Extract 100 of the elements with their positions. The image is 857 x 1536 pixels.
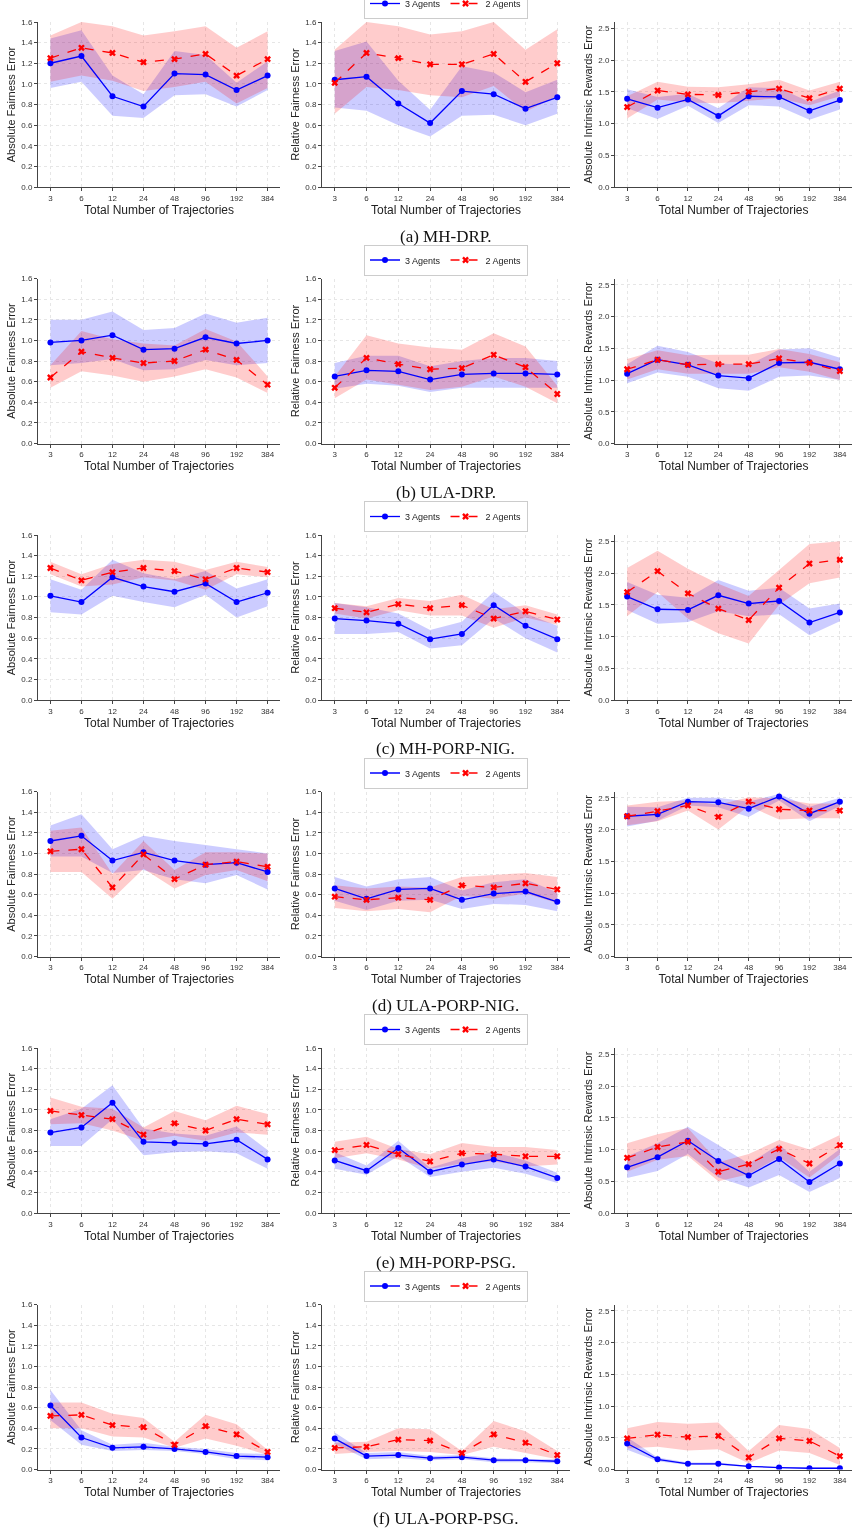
y-tick-label: 1.0 — [305, 592, 317, 602]
y-tick-label: 0.2 — [305, 675, 317, 685]
y-tick-label: 0.2 — [21, 1188, 33, 1198]
y-tick-label: 1.6 — [305, 1300, 317, 1310]
y-tick-label: 1.4 — [305, 1320, 317, 1330]
legend-label: 2 Agents — [485, 0, 522, 10]
y-tick-label: 1.5 — [598, 344, 610, 354]
x-tick-label: 12 — [683, 963, 693, 973]
x-tick-label: 96 — [774, 963, 785, 973]
y-tick-label: 0.2 — [21, 1444, 33, 1454]
x-tick-label: 3 — [624, 450, 630, 460]
x-axis-title: Total Number of Trajectories — [370, 1228, 522, 1243]
x-tick-label: 384 — [550, 963, 565, 973]
y-tick-label: 2.5 — [598, 537, 610, 547]
y-tick-label: 1.6 — [21, 787, 33, 797]
x-tick-label: 192 — [229, 1219, 244, 1229]
x-tick-label: 24 — [139, 706, 149, 716]
y-axis-title: Absolute Fairness Error — [4, 815, 17, 932]
y-tick-label: 0.8 — [21, 100, 33, 110]
x-tick-label: 192 — [229, 706, 244, 716]
x-tick-label: 24 — [425, 450, 436, 460]
x-tick-label: 3 — [624, 193, 630, 203]
legend-label: 2 Agents — [485, 1281, 522, 1292]
y-tick-label: 1.2 — [21, 1085, 33, 1095]
x-tick-label: 96 — [774, 1476, 785, 1486]
y-tick-label: 0.2 — [21, 418, 33, 428]
x-tick-label: 12 — [108, 706, 118, 716]
y-tick-label: 1.4 — [21, 551, 33, 561]
x-tick-label: 192 — [802, 963, 817, 973]
x-tick-label: 24 — [139, 193, 149, 203]
x-tick-label: 3 — [332, 706, 338, 716]
y-tick-label: 1.4 — [21, 1320, 33, 1330]
x-axis-title: Total Number of Trajectories — [83, 1485, 235, 1500]
y-tick-label: 0.0 — [305, 952, 317, 962]
x-tick-label: 6 — [79, 963, 85, 973]
y-tick-label: 0.8 — [305, 613, 317, 623]
y-tick-label: 1.0 — [598, 119, 610, 129]
x-tick-label: 48 — [170, 450, 180, 460]
x-tick-label: 96 — [201, 706, 211, 716]
x-tick-label: 48 — [744, 1219, 754, 1229]
x-axis-title: Total Number of Trajectories — [370, 715, 522, 730]
x-tick-label: 384 — [833, 706, 848, 716]
legend-label: 3 Agents — [405, 255, 441, 266]
x-tick-label: 48 — [457, 1476, 467, 1486]
y-tick-label: 0.2 — [21, 931, 33, 941]
x-tick-label: 384 — [833, 963, 848, 973]
x-tick-label: 96 — [489, 1476, 499, 1486]
x-tick-label: 384 — [260, 706, 275, 716]
y-tick-label: 0.5 — [598, 407, 610, 417]
x-tick-label: 3 — [332, 963, 338, 973]
y-tick-label: 0.8 — [21, 1382, 33, 1392]
x-axis-title: Total Number of Trajectories — [83, 202, 235, 217]
y-tick-label: 1.4 — [21, 807, 33, 817]
y-tick-label: 0.8 — [21, 869, 33, 879]
x-tick-label: 96 — [201, 450, 211, 460]
y-tick-label: 0.8 — [21, 1126, 33, 1136]
y-tick-label: 1.2 — [21, 572, 33, 582]
legend-label: 3 Agents — [405, 512, 441, 523]
x-tick-label: 192 — [802, 1219, 817, 1229]
x-tick-label: 3 — [624, 1476, 630, 1486]
x-tick-label: 12 — [393, 1476, 404, 1486]
y-tick-label: 1.0 — [305, 336, 317, 346]
y-tick-label: 2.5 — [598, 24, 610, 34]
x-tick-label: 3 — [332, 450, 338, 460]
x-tick-label: 48 — [170, 963, 180, 973]
y-axis-title: Relative Fairness Error — [288, 1330, 301, 1444]
y-tick-label: 2.5 — [598, 1306, 610, 1316]
x-tick-label: 96 — [489, 1219, 499, 1229]
x-tick-label: 384 — [833, 1476, 848, 1486]
y-tick-label: 1.0 — [21, 336, 33, 346]
x-tick-label: 6 — [79, 1219, 85, 1229]
legend-label: 3 Agents — [405, 1281, 441, 1292]
y-tick-label: 0.0 — [21, 182, 33, 192]
y-tick-label: 0.4 — [305, 1424, 317, 1434]
x-tick-label: 192 — [518, 963, 533, 973]
y-tick-label: 1.0 — [21, 592, 33, 602]
x-tick-label: 6 — [79, 706, 85, 716]
x-tick-label: 6 — [655, 193, 661, 203]
x-axis-title: Total Number of Trajectories — [370, 1485, 522, 1500]
x-tick-label: 3 — [48, 706, 54, 716]
x-tick-label: 12 — [393, 193, 404, 203]
y-tick-label: 0.0 — [598, 182, 610, 192]
y-tick-label: 0.2 — [305, 1444, 317, 1454]
y-tick-label: 1.0 — [21, 1105, 33, 1115]
y-tick-label: 0.8 — [305, 356, 317, 366]
x-tick-label: 96 — [489, 450, 499, 460]
x-tick-label: 6 — [655, 963, 661, 973]
y-tick-label: 0.0 — [21, 695, 33, 705]
y-tick-label: 0.0 — [21, 439, 33, 449]
x-tick-label: 6 — [364, 193, 370, 203]
y-tick-label: 0.5 — [598, 1433, 610, 1443]
x-tick-label: 384 — [260, 1476, 275, 1486]
x-tick-label: 48 — [744, 706, 754, 716]
x-tick-label: 96 — [201, 963, 211, 973]
y-tick-label: 1.2 — [21, 1341, 33, 1351]
x-tick-label: 384 — [260, 450, 275, 460]
y-tick-label: 0.2 — [21, 162, 33, 172]
x-tick-label: 384 — [833, 193, 848, 203]
y-tick-label: 1.4 — [305, 294, 317, 304]
x-tick-label: 96 — [201, 1219, 211, 1229]
